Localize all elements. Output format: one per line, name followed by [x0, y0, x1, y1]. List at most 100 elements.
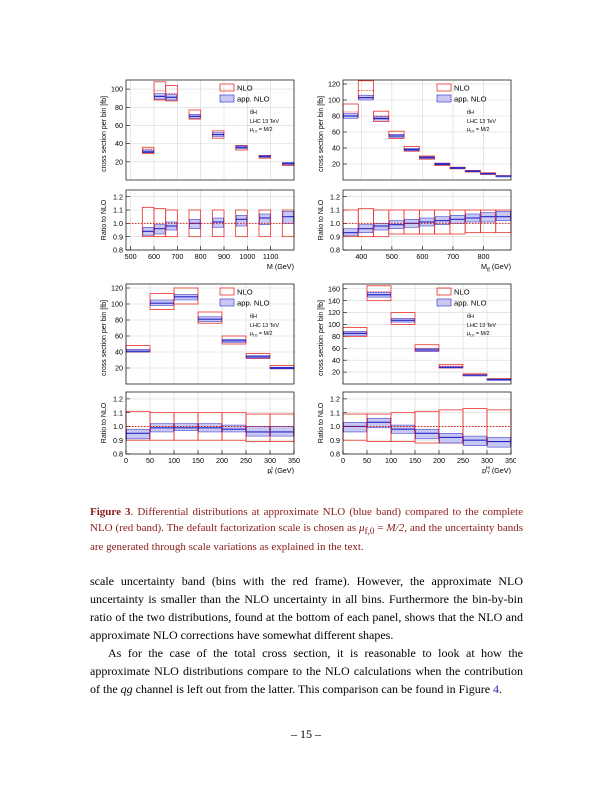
paragraph-1: scale uncertainty band (bins with the re…	[90, 574, 523, 642]
figure-4-link[interactable]: 4	[493, 682, 500, 696]
ratio-y-tick-label: 1.0	[330, 219, 340, 228]
plot-frame	[125, 79, 295, 181]
x-axis-label: Mtt̄ (GeV)	[481, 262, 511, 274]
ratio-area	[126, 392, 294, 454]
ratio-approx-band	[154, 224, 166, 235]
x-label-sub: tt̄	[487, 267, 490, 274]
x-label-main: p	[482, 466, 486, 474]
ratio-y-tick-label: 0.9	[113, 232, 123, 241]
ratio-y-tick-label: 1.0	[113, 422, 123, 431]
ratio-y-tick-label: 1.1	[113, 408, 123, 417]
x-tick-label: 1100	[263, 252, 278, 261]
ratio-approx-band	[282, 211, 294, 224]
x-tick-label: 250	[457, 456, 469, 465]
x-label-sub: T	[487, 472, 490, 475]
ratio-approx-band	[259, 213, 271, 225]
nlo-band	[366, 285, 392, 302]
annotation-process: tt̄H	[250, 313, 257, 320]
ratio-y-axis-label: Ratio to NLO	[101, 199, 108, 240]
nlo-band	[165, 85, 178, 102]
y-tick-label: 40	[115, 139, 123, 148]
x-tick-label: 600	[416, 252, 428, 261]
legend-approx-label: app. NLO	[454, 299, 487, 308]
ratio-y-tick-label: 1.1	[330, 408, 340, 417]
caption-text-b: =	[374, 522, 387, 534]
annotation-scale: μf,0 = M/2	[250, 127, 272, 133]
x-tick-label: 500	[125, 252, 137, 261]
legend-approx-swatch	[219, 94, 235, 103]
legend-nlo-label: NLO	[237, 288, 253, 297]
ratio-y-tick-label: 1.2	[330, 192, 340, 201]
y-tick-label: 20	[115, 157, 123, 166]
x-tick-label: 700	[447, 252, 459, 261]
annotation-process: tt̄H	[250, 109, 257, 116]
ratio-approx-band	[496, 211, 511, 221]
x-tick-label: 350	[505, 456, 516, 465]
legend-approx-label: app. NLO	[454, 95, 487, 104]
ratio-y-tick-label: 1.1	[330, 206, 340, 215]
legend-nlo-swatch	[436, 287, 452, 296]
x-tick-label: 0	[341, 456, 345, 465]
annotation-collider: LHC 13 TeV	[467, 323, 496, 329]
legend-nlo-label: NLO	[237, 84, 253, 93]
ratio-nlo-band	[211, 209, 225, 238]
y-tick-label: 80	[332, 112, 340, 121]
paragraph-2-c: .	[499, 682, 503, 696]
y-tick-label: 100	[328, 96, 340, 105]
x-tick-label: 250	[240, 456, 252, 465]
annotation-process: tt̄H	[467, 313, 474, 320]
y-tick-label: 100	[111, 300, 123, 309]
ratio-approx-band	[415, 428, 439, 440]
nlo-band	[388, 130, 405, 139]
annotation-mu-sub: f,0	[470, 333, 474, 337]
x-tick-label: 200	[216, 456, 228, 465]
ratio-y-tick-label: 1.2	[330, 394, 340, 403]
annotation-mu: μ	[250, 331, 253, 337]
annotation-scale-value: = M/2	[474, 331, 489, 337]
y-tick-label: 20	[332, 368, 340, 377]
plot-frame	[342, 79, 512, 181]
x-label-main: p	[267, 466, 271, 474]
y-tick-label: 20	[332, 160, 340, 169]
y-tick-label: 100	[111, 85, 123, 94]
annotation-mu: μ	[250, 127, 253, 133]
x-label-unit: (GeV)	[490, 262, 511, 271]
ratio-y-tick-label: 1.1	[113, 206, 123, 215]
ratio-frame	[342, 391, 512, 455]
ratio-approx-band	[222, 424, 246, 433]
annotation-scale: μf,0 = M/2	[467, 331, 489, 337]
y-tick-label: 120	[328, 308, 340, 317]
ratio-frame	[342, 189, 512, 251]
y-tick-label: 120	[328, 80, 340, 89]
ratio-approx-band	[212, 217, 224, 228]
x-tick-label: 200	[433, 456, 445, 465]
legend-nlo-swatch	[219, 83, 235, 92]
figure-caption: Figure 3. Differential distributions at …	[90, 504, 523, 555]
ratio-y-tick-label: 1.0	[113, 219, 123, 228]
plot-frame	[342, 283, 512, 385]
x-tick-label: 1000	[239, 252, 255, 261]
annotation-collider: LHC 13 TeV	[250, 119, 279, 125]
ratio-approx-band	[126, 428, 150, 440]
annotation-scale-value: = M/2	[474, 127, 489, 133]
caption-text-c: , and the uncertainty bands are generate…	[90, 522, 523, 554]
annotation-collider: LHC 13 TeV	[250, 323, 279, 329]
caption-mu-sub: f,0	[364, 526, 375, 537]
legend-approx-swatch	[436, 298, 452, 307]
ratio-approx-band	[174, 423, 198, 431]
annotation-mu-sub: f,0	[253, 129, 257, 133]
x-tick-label: 800	[195, 252, 207, 261]
x-tick-label: 300	[264, 456, 276, 465]
ratio-y-tick-label: 0.8	[113, 246, 123, 255]
ratio-approx-band	[270, 426, 294, 437]
caption-text-a: . Differential distributions at approxim…	[90, 506, 523, 534]
y-axis-label: cross section per bin [fb]	[318, 96, 325, 172]
x-tick-label: 50	[363, 456, 371, 465]
paragraph-2: As for the case of the total cross secti…	[90, 644, 523, 698]
annotation-mu: μ	[467, 331, 470, 337]
y-tick-label: 120	[111, 284, 123, 293]
x-tick-label: 50	[146, 456, 154, 465]
x-label-main: M (GeV)	[267, 262, 294, 271]
x-tick-label: 150	[409, 456, 421, 465]
legend-nlo-label: NLO	[454, 288, 470, 297]
